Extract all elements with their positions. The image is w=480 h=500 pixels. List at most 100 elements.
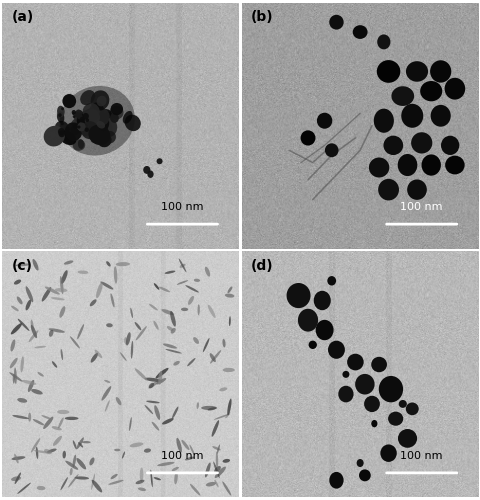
Ellipse shape <box>52 361 57 368</box>
Ellipse shape <box>101 386 111 400</box>
Ellipse shape <box>106 261 110 266</box>
Ellipse shape <box>77 122 85 132</box>
Ellipse shape <box>58 418 64 428</box>
Ellipse shape <box>43 416 53 429</box>
Ellipse shape <box>97 134 111 147</box>
Ellipse shape <box>70 468 72 475</box>
Ellipse shape <box>84 109 100 126</box>
Ellipse shape <box>313 291 330 310</box>
Ellipse shape <box>176 280 188 285</box>
Ellipse shape <box>31 325 37 338</box>
Ellipse shape <box>76 438 84 449</box>
Text: (d): (d) <box>251 258 273 272</box>
Ellipse shape <box>184 456 194 460</box>
Ellipse shape <box>72 440 76 450</box>
Ellipse shape <box>143 166 150 174</box>
Ellipse shape <box>72 140 85 151</box>
Ellipse shape <box>91 474 95 490</box>
Ellipse shape <box>76 458 86 469</box>
Ellipse shape <box>134 322 141 330</box>
Ellipse shape <box>347 354 363 370</box>
Ellipse shape <box>92 480 102 492</box>
Ellipse shape <box>120 352 126 361</box>
Ellipse shape <box>190 484 200 496</box>
Ellipse shape <box>60 276 63 294</box>
Ellipse shape <box>76 114 88 128</box>
Ellipse shape <box>81 108 100 126</box>
Ellipse shape <box>327 340 344 359</box>
Ellipse shape <box>154 283 159 290</box>
Ellipse shape <box>410 132 432 154</box>
Ellipse shape <box>55 288 67 292</box>
Ellipse shape <box>18 318 29 331</box>
Ellipse shape <box>173 361 180 366</box>
Ellipse shape <box>122 111 132 124</box>
Ellipse shape <box>178 258 186 272</box>
Ellipse shape <box>129 442 143 448</box>
Ellipse shape <box>144 448 151 452</box>
Ellipse shape <box>62 450 66 458</box>
Ellipse shape <box>84 128 89 132</box>
Ellipse shape <box>14 472 21 484</box>
Ellipse shape <box>163 344 177 348</box>
Ellipse shape <box>28 380 34 392</box>
Ellipse shape <box>150 470 153 487</box>
Ellipse shape <box>222 482 231 496</box>
Ellipse shape <box>297 308 317 332</box>
Ellipse shape <box>14 280 21 284</box>
Ellipse shape <box>420 81 441 102</box>
Ellipse shape <box>89 126 102 140</box>
Ellipse shape <box>106 324 112 328</box>
Ellipse shape <box>148 380 159 388</box>
Ellipse shape <box>96 282 103 298</box>
Ellipse shape <box>201 406 216 410</box>
Ellipse shape <box>99 109 112 120</box>
Ellipse shape <box>211 420 219 437</box>
Ellipse shape <box>144 405 153 414</box>
Ellipse shape <box>213 462 219 478</box>
Ellipse shape <box>96 121 105 128</box>
Ellipse shape <box>83 113 89 119</box>
Ellipse shape <box>326 276 336 285</box>
Ellipse shape <box>444 156 464 174</box>
Ellipse shape <box>114 266 117 283</box>
Ellipse shape <box>59 306 65 318</box>
Ellipse shape <box>187 358 195 366</box>
Ellipse shape <box>28 412 31 422</box>
Ellipse shape <box>74 476 89 480</box>
Ellipse shape <box>15 264 30 266</box>
Ellipse shape <box>48 328 65 333</box>
Ellipse shape <box>11 476 21 481</box>
Ellipse shape <box>149 304 157 310</box>
Ellipse shape <box>89 458 94 466</box>
Ellipse shape <box>135 480 144 484</box>
Ellipse shape <box>100 282 113 290</box>
Ellipse shape <box>70 336 80 348</box>
Ellipse shape <box>74 110 85 126</box>
Ellipse shape <box>49 330 53 337</box>
Ellipse shape <box>121 452 125 458</box>
Ellipse shape <box>337 386 353 402</box>
Ellipse shape <box>71 119 82 128</box>
Ellipse shape <box>98 117 117 138</box>
Ellipse shape <box>44 449 52 454</box>
Ellipse shape <box>352 25 367 39</box>
Ellipse shape <box>109 106 123 120</box>
Ellipse shape <box>222 368 234 372</box>
Ellipse shape <box>210 350 221 364</box>
Text: (c): (c) <box>12 258 33 272</box>
Text: 100 nm: 100 nm <box>400 202 442 212</box>
Ellipse shape <box>80 116 86 123</box>
Ellipse shape <box>60 349 63 360</box>
Ellipse shape <box>430 105 450 126</box>
Ellipse shape <box>144 378 162 382</box>
Ellipse shape <box>165 349 181 354</box>
Ellipse shape <box>358 470 370 482</box>
Ellipse shape <box>308 340 316 349</box>
Ellipse shape <box>55 121 69 134</box>
Ellipse shape <box>31 389 43 394</box>
Ellipse shape <box>161 309 174 315</box>
Ellipse shape <box>88 102 104 122</box>
Ellipse shape <box>155 368 168 378</box>
Ellipse shape <box>227 286 232 294</box>
